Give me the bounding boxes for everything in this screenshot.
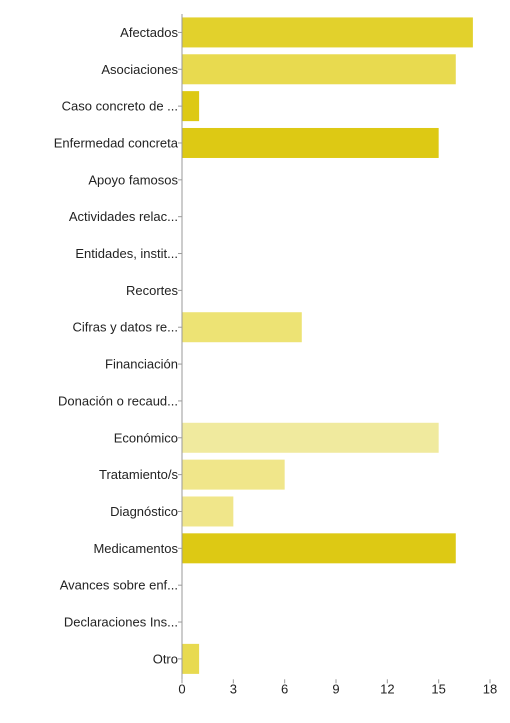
bar (182, 312, 302, 343)
category-label: Donación o recaud... (58, 393, 178, 408)
bar (182, 496, 234, 527)
category-label: Otro (153, 651, 178, 666)
x-tick-label: 12 (380, 681, 394, 696)
category-label: Cifras y datos re... (73, 320, 178, 335)
bar (182, 422, 439, 453)
bar (182, 54, 456, 85)
category-label: Diagnóstico (110, 504, 178, 519)
bar (182, 91, 200, 122)
category-label: Financiación (105, 357, 178, 372)
x-tick-label: 15 (431, 681, 445, 696)
category-label: Recortes (126, 283, 179, 298)
category-label: Económico (114, 430, 178, 445)
bar (182, 459, 285, 490)
category-label: Avances sobre enf... (60, 578, 178, 593)
category-label: Apoyo famosos (88, 172, 178, 187)
bar (182, 17, 473, 48)
x-tick-label: 0 (178, 681, 185, 696)
category-label: Afectados (120, 25, 178, 40)
bar (182, 533, 456, 564)
category-label: Medicamentos (93, 541, 178, 556)
category-label: Tratamiento/s (99, 467, 178, 482)
x-tick-label: 6 (281, 681, 288, 696)
x-tick-label: 9 (332, 681, 339, 696)
bar (182, 643, 200, 674)
category-label: Caso concreto de ... (62, 99, 178, 114)
x-tick-label: 18 (483, 681, 497, 696)
category-label: Entidades, instit... (75, 246, 178, 261)
category-label: Declaraciones Ins... (64, 615, 178, 630)
category-label: Enfermedad concreta (54, 135, 179, 150)
x-tick-label: 3 (230, 681, 237, 696)
bar (182, 127, 439, 158)
category-label: Asociaciones (101, 62, 178, 77)
category-label: Actividades relac... (69, 209, 178, 224)
